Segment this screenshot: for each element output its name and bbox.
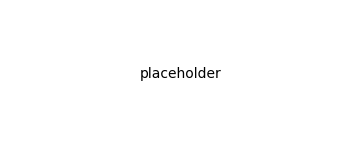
Text: placeholder: placeholder bbox=[140, 67, 222, 81]
